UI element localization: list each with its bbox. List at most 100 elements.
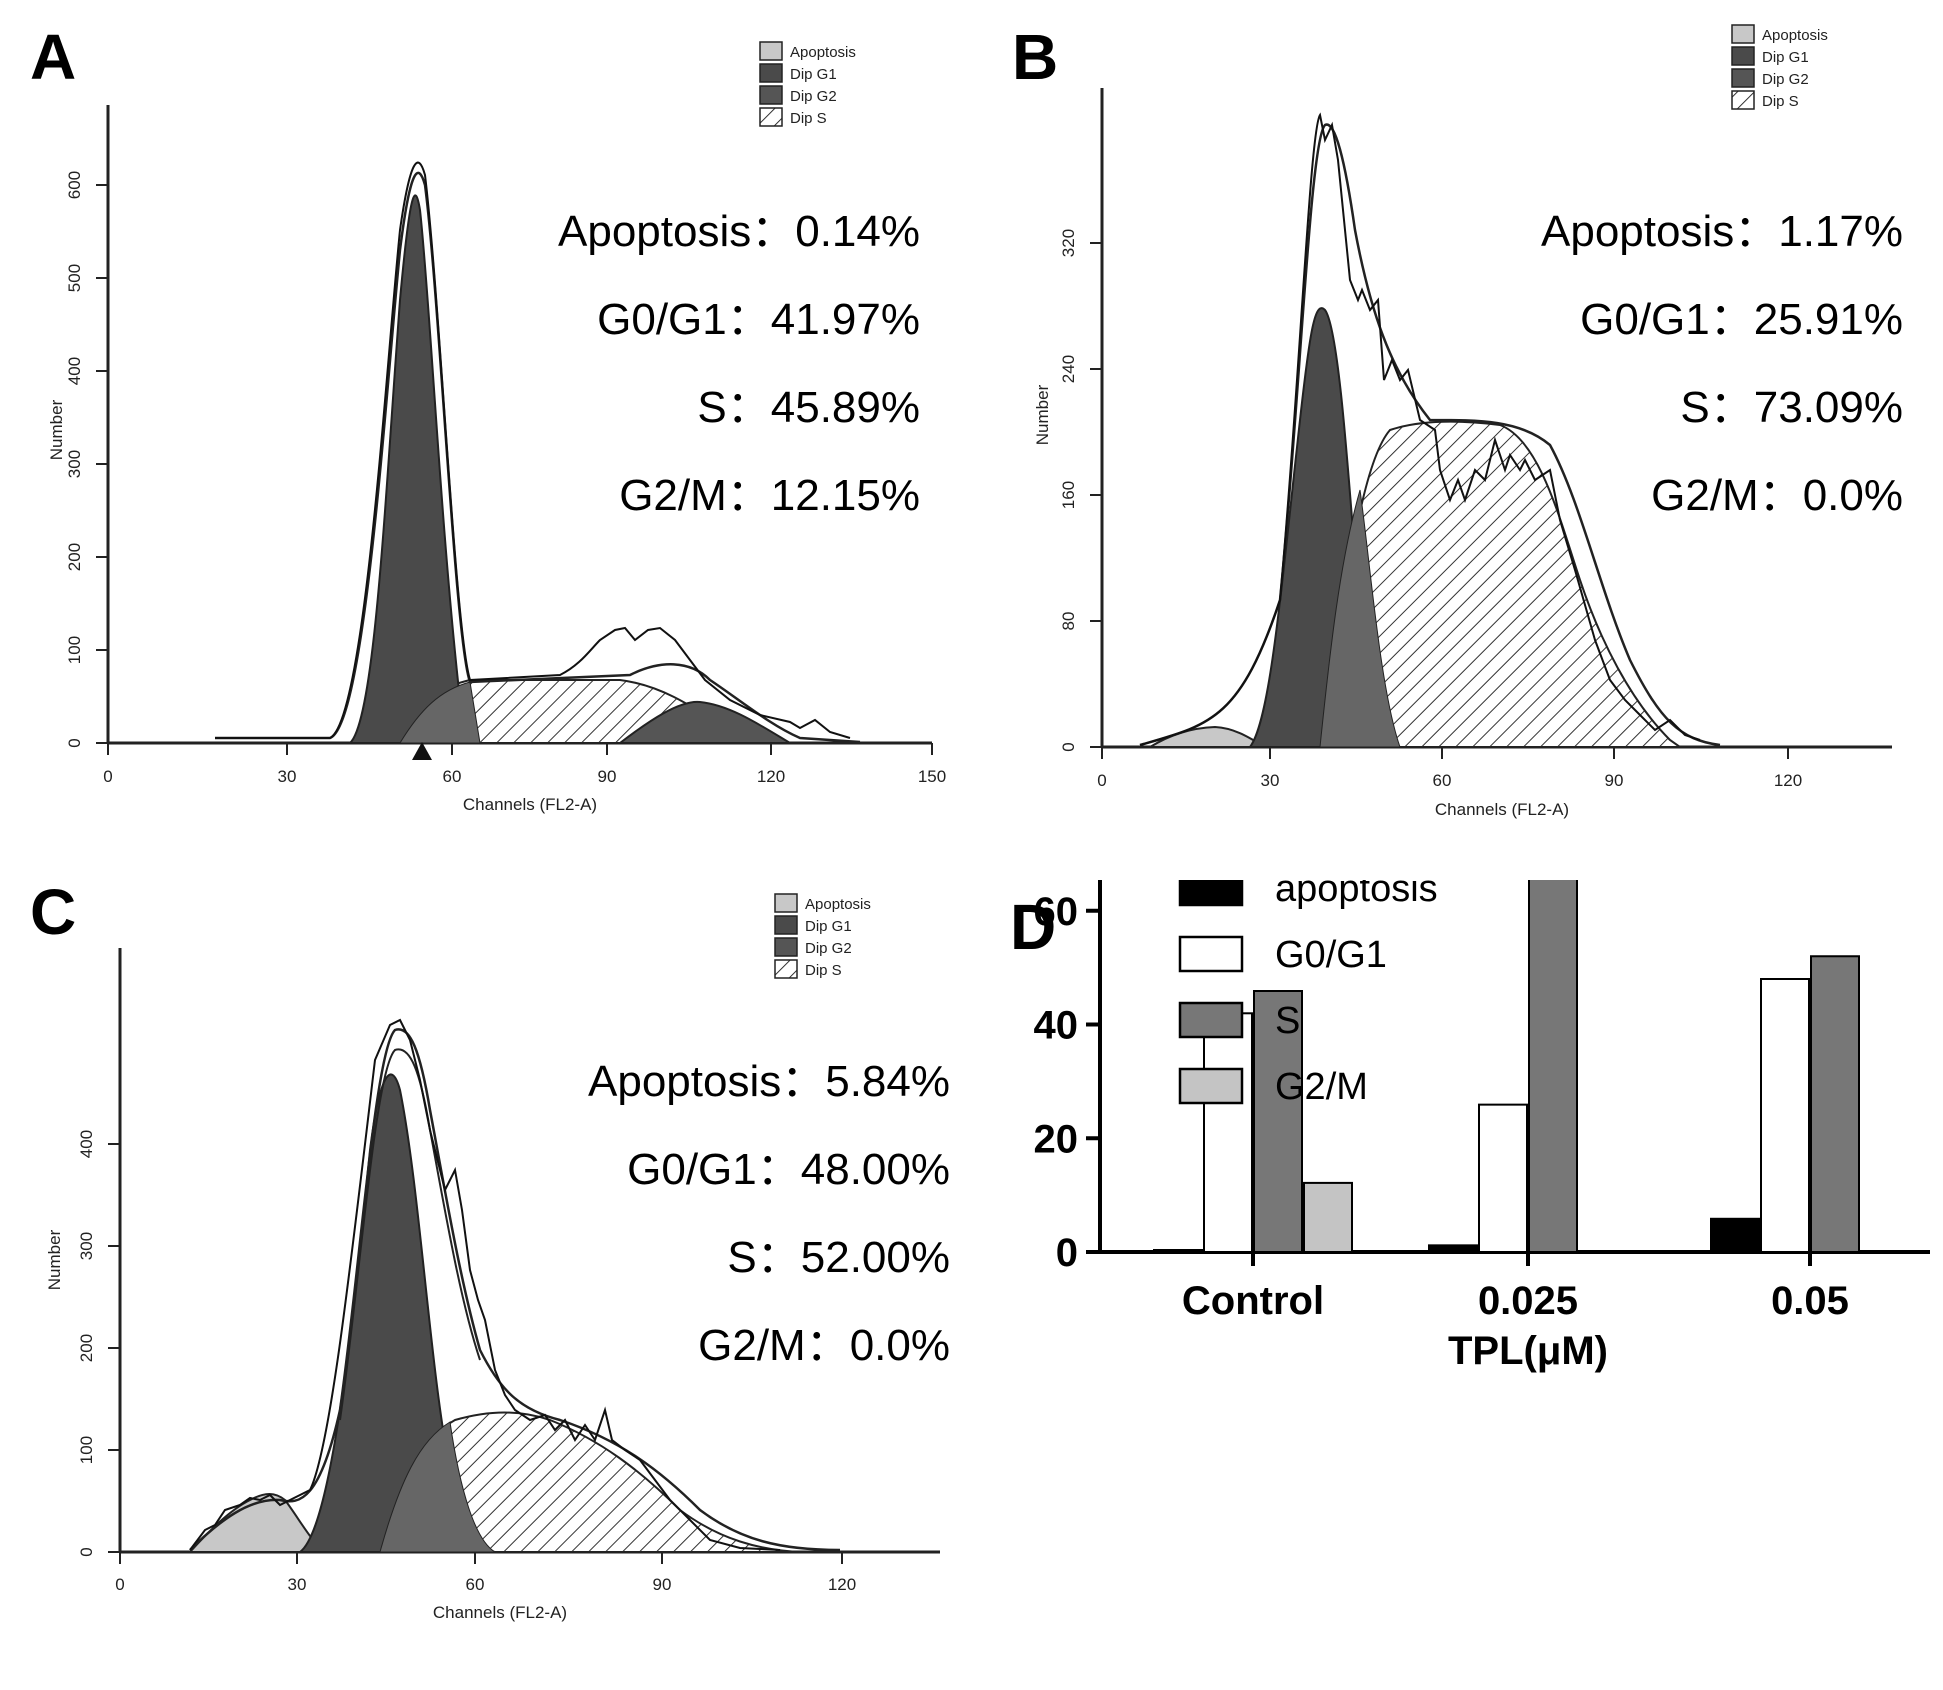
x-category-label: Control (1182, 1279, 1324, 1323)
x-tick: 90 (653, 1575, 672, 1594)
y-tick: 160 (1059, 481, 1078, 509)
x-tick: 60 (1433, 771, 1452, 790)
bar-apoptosis-0-05 (1710, 1217, 1760, 1254)
stat-g2-m: G2/M：0.0% (1651, 471, 1903, 520)
bar-s-control (1253, 990, 1303, 1254)
y-tick: 0 (77, 1547, 96, 1556)
x-tick: 120 (828, 1575, 856, 1594)
y-tick: 240 (1059, 355, 1078, 383)
legend-label: Dip S (1762, 93, 1799, 110)
panel-c: C 0 100 200 300 400 Number 0 30 60 90 12… (0, 850, 980, 1690)
y-axis-label: Number (45, 1229, 64, 1290)
legend-label: Apoptosis (1762, 27, 1828, 44)
y-tick: 400 (65, 357, 84, 385)
legend-label: Dip S (805, 962, 842, 979)
y-tick-label: 60 (1034, 890, 1079, 934)
x-tick: 30 (278, 767, 297, 786)
stat-g0-g1: G0/G1：41.97% (597, 295, 920, 344)
panel-a-legend: Apoptosis Dip G1 Dip G2 Dip S (759, 41, 856, 127)
panel-label-a: A (30, 21, 77, 93)
y-tick: 0 (1059, 742, 1078, 751)
legend-swatch-g0-g1 (1178, 935, 1244, 973)
x-axis-label: Channels (FL2-A) (433, 1603, 567, 1622)
legend-label: Dip G2 (790, 88, 837, 105)
stat-g0-g1: G0/G1：48.00% (627, 1145, 950, 1194)
y-axis-label: Number (1033, 384, 1052, 445)
x-tick: 60 (443, 767, 462, 786)
stat-s: S：73.09% (1680, 383, 1903, 432)
legend-label: S (1275, 1000, 1300, 1042)
dip-g2-peak (617, 700, 794, 744)
fit-curve-outer (189, 1028, 841, 1552)
stat-apoptosis: Apoptosis：5.84% (588, 1057, 950, 1106)
y-tick: 80 (1059, 612, 1078, 631)
bar-s-0-05 (1810, 955, 1860, 1253)
dip-g1-peak (347, 194, 481, 744)
dip-g1-s-overlap (379, 1421, 497, 1553)
stat-apoptosis: Apoptosis：1.17% (1541, 207, 1903, 256)
x-category-label: 0.025 (1478, 1279, 1578, 1323)
legend-label: Dip G2 (1762, 71, 1809, 88)
y-tick: 600 (65, 171, 84, 199)
legend-label: apoptosis (1275, 880, 1438, 910)
x-tick: 30 (288, 1575, 307, 1594)
panel-label-d: D (1010, 891, 1057, 963)
legend-label: Dip S (790, 110, 827, 127)
legend-label: Dip G1 (1762, 49, 1809, 66)
legend-label: Apoptosis (805, 896, 871, 913)
x-tick: 0 (1097, 771, 1106, 790)
y-tick: 200 (65, 543, 84, 571)
x-axis-label: Channels (FL2-A) (1435, 800, 1569, 819)
dip-g1-s-overlap (1319, 489, 1401, 748)
bar-g0-g1-0-05 (1760, 978, 1810, 1253)
panel-a: A 0 100 200 300 400 500 600 Number 0 (0, 0, 960, 830)
panel-b: B 0 80 160 240 320 Number 0 30 60 90 120… (980, 0, 1943, 830)
y-tick-label: 40 (1034, 1004, 1079, 1048)
x-tick: 30 (1261, 771, 1280, 790)
x-tick: 120 (1774, 771, 1802, 790)
marker-triangle (412, 742, 432, 760)
fit-curve-inner (339, 1048, 481, 1421)
legend-label: G0/G1 (1275, 934, 1387, 976)
stat-apoptosis: Apoptosis：0.14% (558, 207, 920, 256)
x-axis-label: Channels (FL2-A) (463, 795, 597, 814)
x-tick: 0 (103, 767, 112, 786)
y-tick: 0 (65, 738, 84, 747)
legend-label: Dip G1 (805, 918, 852, 935)
y-tick: 100 (65, 636, 84, 664)
fit-curve (215, 171, 861, 744)
stat-g2-m: G2/M：0.0% (698, 1321, 950, 1370)
x-tick: 90 (1605, 771, 1624, 790)
y-axis-label: Number (47, 399, 66, 460)
y-tick: 300 (77, 1232, 96, 1260)
y-tick-label: 0 (1056, 1231, 1078, 1275)
bar-apoptosis-control (1153, 1249, 1203, 1253)
x-tick: 120 (757, 767, 785, 786)
panel-label-b: B (1012, 21, 1059, 93)
stat-g0-g1: G0/G1：25.91% (1580, 295, 1903, 344)
stat-g2-m: G2/M：12.15% (619, 471, 920, 520)
y-tick-label: 20 (1034, 1117, 1079, 1161)
y-tick: 300 (65, 450, 84, 478)
y-tick: 320 (1059, 229, 1078, 257)
stat-s: S：52.00% (727, 1233, 950, 1282)
bar-apoptosis-0-025 (1428, 1244, 1478, 1253)
legend-label: Apoptosis (790, 44, 856, 61)
x-tick: 60 (466, 1575, 485, 1594)
x-axis-label: TPL(μM) (1448, 1329, 1608, 1373)
raw-histogram-line (189, 1018, 781, 1551)
legend-swatch-apoptosis (1178, 880, 1244, 907)
x-tick: 0 (115, 1575, 124, 1594)
bar-g0-g1-0-025 (1478, 1103, 1528, 1253)
x-tick: 150 (918, 767, 946, 786)
bar-g0-g1-control (1203, 1012, 1253, 1253)
legend-label: Dip G2 (805, 940, 852, 957)
legend-swatch-g2-m (1178, 1067, 1244, 1105)
x-tick: 90 (598, 767, 617, 786)
y-tick: 200 (77, 1334, 96, 1362)
y-tick: 400 (77, 1130, 96, 1158)
legend-label: G2/M (1275, 1066, 1368, 1108)
legend-swatch-s (1178, 1001, 1244, 1039)
